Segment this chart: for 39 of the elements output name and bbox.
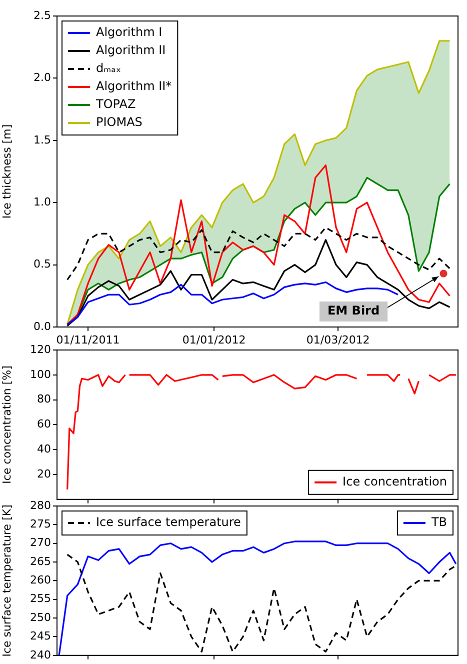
legend-label: Algorithm II <box>96 43 166 58</box>
y-tick-label: 255 <box>30 592 51 606</box>
y-tick-label: 0.5 <box>34 258 51 271</box>
y-tick-label: 275 <box>30 518 51 531</box>
x-tick-label: 01/01/2012 <box>182 333 246 346</box>
line-series <box>66 226 451 281</box>
y-tick-label: 1.5 <box>34 133 51 146</box>
y-tick-label: 120 <box>30 342 51 356</box>
y-tick-label: 270 <box>30 536 51 550</box>
legend-label: PIOMAS <box>96 115 142 130</box>
legend-label: Ice concentration <box>342 474 448 489</box>
y-tick-label: 100 <box>30 368 51 381</box>
y-axis-title: Ice concentration [%] <box>0 366 14 484</box>
y-tick-label: 20 <box>37 467 51 480</box>
y-tick-label: 0.0 <box>34 320 51 333</box>
legend-label: Algorithm II* <box>96 79 172 94</box>
annotation: EM Bird <box>327 304 380 318</box>
y-tick-label: 60 <box>37 418 51 431</box>
y-tick-label: 240 <box>30 648 51 662</box>
legend-label: dₘₐₓ <box>96 61 122 76</box>
y-tick-label: 40 <box>37 442 51 456</box>
legend-label: Algorithm I <box>96 25 162 40</box>
y-axis-title: Ice thickness [m] <box>0 124 14 219</box>
y-tick-label: 2.5 <box>34 8 51 22</box>
y-tick-label: 260 <box>30 574 51 587</box>
line-series <box>66 554 457 652</box>
x-tick-label: 01/03/2012 <box>306 333 370 346</box>
y-tick-label: 80 <box>37 392 51 406</box>
y-axis-title: Ice surface temperature [K] <box>0 504 14 657</box>
x-tick-label: 01/11/2011 <box>56 333 120 346</box>
legend-label: TB <box>430 515 447 530</box>
y-tick-label: 2.0 <box>34 71 51 84</box>
legend-label: TOPAZ <box>95 97 136 112</box>
legend-label: Ice surface temperature <box>96 515 241 530</box>
y-tick-label: 250 <box>30 610 51 624</box>
y-tick-label: 280 <box>30 498 51 512</box>
y-tick-label: 245 <box>30 630 51 643</box>
y-tick-label: 265 <box>30 554 51 568</box>
y-tick-label: 1.0 <box>34 195 51 208</box>
